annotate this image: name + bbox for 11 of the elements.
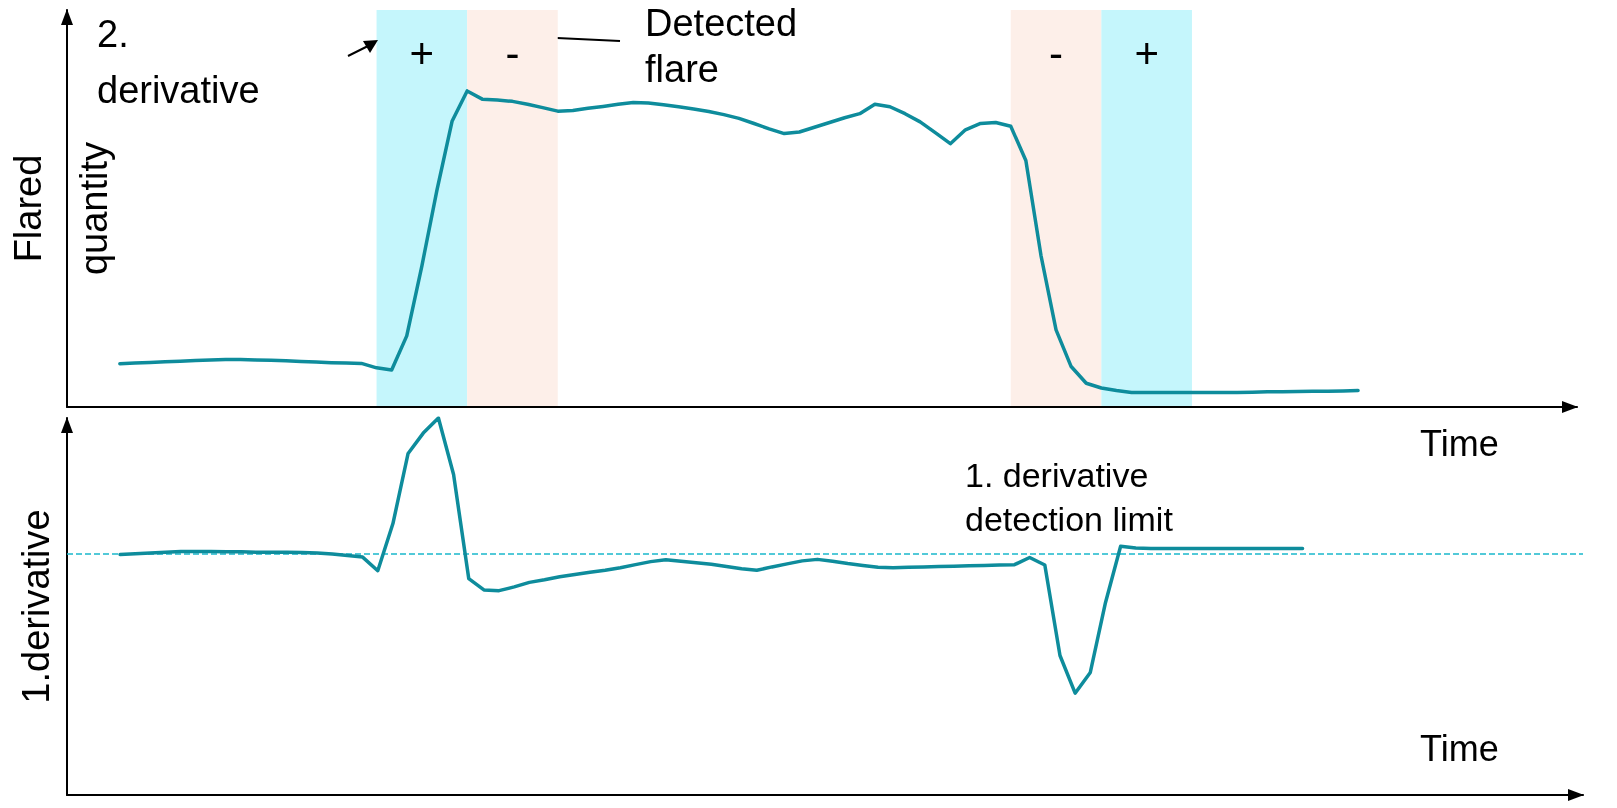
text: - bbox=[505, 29, 520, 77]
y-axis-title: Flared quantity bbox=[7, 141, 115, 276]
text: + bbox=[409, 29, 435, 77]
x-axis-title: Time bbox=[1420, 422, 1499, 464]
x-axis-title: Time bbox=[1420, 727, 1499, 769]
text: + bbox=[1134, 29, 1159, 77]
y-axis-title: 1.derivative bbox=[15, 509, 57, 704]
ref-line-label: 1. derivative detection limit bbox=[965, 455, 1174, 538]
annotation: 2. derivative bbox=[97, 13, 260, 111]
text: Detected flare bbox=[645, 2, 798, 90]
text: - bbox=[1049, 29, 1064, 77]
